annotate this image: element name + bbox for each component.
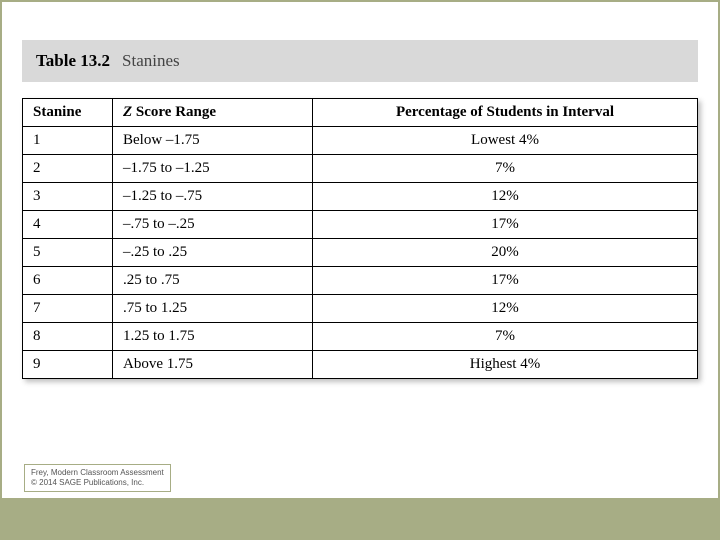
cell-range: –.75 to –.25 (113, 211, 313, 239)
table-header-row: Stanine Z Score Range Percentage of Stud… (23, 99, 698, 127)
cell-pct: Highest 4% (313, 351, 698, 379)
cell-stanine: 1 (23, 127, 113, 155)
table-body: 1 Below –1.75 Lowest 4% 2 –1.75 to –1.25… (23, 127, 698, 379)
col-header-pct: Percentage of Students in Interval (313, 99, 698, 127)
table-row: 6 .25 to .75 17% (23, 267, 698, 295)
cell-pct: 12% (313, 295, 698, 323)
cell-stanine: 7 (23, 295, 113, 323)
cell-stanine: 8 (23, 323, 113, 351)
stanine-table: Stanine Z Score Range Percentage of Stud… (22, 98, 698, 379)
cell-range: –1.75 to –1.25 (113, 155, 313, 183)
z-rest: Score Range (132, 104, 216, 120)
cell-pct: 17% (313, 211, 698, 239)
col-header-stanine: Stanine (23, 99, 113, 127)
z-italic: Z (123, 104, 132, 120)
cell-range: –.25 to .25 (113, 239, 313, 267)
table-row: 1 Below –1.75 Lowest 4% (23, 127, 698, 155)
table-title-bar: Table 13.2 Stanines (22, 40, 698, 82)
table-row: 2 –1.75 to –1.25 7% (23, 155, 698, 183)
cell-pct: 7% (313, 323, 698, 351)
table-row: 3 –1.25 to –.75 12% (23, 183, 698, 211)
cell-pct: Lowest 4% (313, 127, 698, 155)
credit-line2: © 2014 SAGE Publications, Inc. (31, 478, 164, 488)
cell-pct: 20% (313, 239, 698, 267)
cell-range: –1.25 to –.75 (113, 183, 313, 211)
table-row: 8 1.25 to 1.75 7% (23, 323, 698, 351)
table-row: 7 .75 to 1.25 12% (23, 295, 698, 323)
slide-frame: Table 13.2 Stanines Stanine Z Score Rang… (0, 0, 720, 540)
cell-range: .25 to .75 (113, 267, 313, 295)
cell-pct: 7% (313, 155, 698, 183)
col-header-zscore: Z Score Range (113, 99, 313, 127)
table-row: 9 Above 1.75 Highest 4% (23, 351, 698, 379)
credit-line1: Frey, Modern Classroom Assessment (31, 468, 164, 478)
table-container: Table 13.2 Stanines Stanine Z Score Rang… (22, 40, 698, 379)
cell-stanine: 6 (23, 267, 113, 295)
cell-range: .75 to 1.25 (113, 295, 313, 323)
cell-stanine: 9 (23, 351, 113, 379)
cell-stanine: 5 (23, 239, 113, 267)
credit-box: Frey, Modern Classroom Assessment © 2014… (24, 464, 171, 492)
cell-pct: 17% (313, 267, 698, 295)
cell-range: Below –1.75 (113, 127, 313, 155)
table-row: 4 –.75 to –.25 17% (23, 211, 698, 239)
cell-pct: 12% (313, 183, 698, 211)
cell-stanine: 3 (23, 183, 113, 211)
cell-stanine: 2 (23, 155, 113, 183)
cell-range: Above 1.75 (113, 351, 313, 379)
table-number: Table 13.2 (36, 51, 110, 71)
cell-range: 1.25 to 1.75 (113, 323, 313, 351)
table-row: 5 –.25 to .25 20% (23, 239, 698, 267)
table-name: Stanines (122, 51, 180, 71)
footer-bar (2, 498, 718, 538)
cell-stanine: 4 (23, 211, 113, 239)
